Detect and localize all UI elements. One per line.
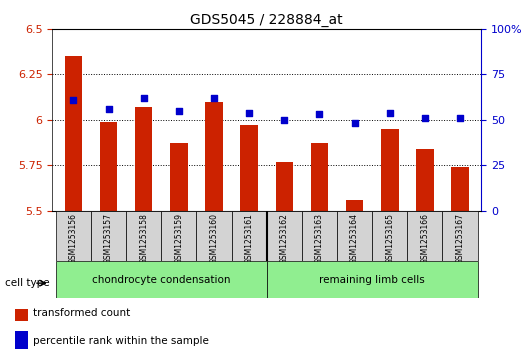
FancyBboxPatch shape <box>56 261 267 298</box>
Text: GSM1253165: GSM1253165 <box>385 213 394 264</box>
FancyBboxPatch shape <box>56 211 91 261</box>
FancyBboxPatch shape <box>267 211 302 261</box>
Point <box>456 115 464 121</box>
Point <box>315 111 324 117</box>
Point <box>140 95 148 101</box>
Point <box>69 97 77 103</box>
Text: GSM1253166: GSM1253166 <box>420 213 429 264</box>
FancyBboxPatch shape <box>161 211 197 261</box>
FancyBboxPatch shape <box>232 211 267 261</box>
Text: GSM1253160: GSM1253160 <box>210 213 219 264</box>
FancyBboxPatch shape <box>267 261 477 298</box>
Bar <box>416 149 434 211</box>
Point <box>420 115 429 121</box>
Bar <box>311 143 328 211</box>
Text: GSM1253161: GSM1253161 <box>245 213 254 264</box>
Point <box>280 117 289 123</box>
Text: GSM1253158: GSM1253158 <box>139 213 148 264</box>
Point <box>105 106 113 112</box>
Bar <box>16 303 28 321</box>
Bar <box>65 56 82 211</box>
Bar <box>205 102 223 211</box>
FancyBboxPatch shape <box>91 211 126 261</box>
Bar <box>16 331 28 349</box>
Title: GDS5045 / 228884_at: GDS5045 / 228884_at <box>190 13 343 26</box>
Text: percentile rank within the sample: percentile rank within the sample <box>33 335 209 346</box>
Bar <box>346 200 363 211</box>
FancyBboxPatch shape <box>372 211 407 261</box>
FancyBboxPatch shape <box>407 211 442 261</box>
Bar <box>451 167 469 211</box>
Text: GSM1253159: GSM1253159 <box>174 213 184 264</box>
Point <box>385 110 394 115</box>
Point <box>350 121 359 126</box>
Text: GSM1253157: GSM1253157 <box>104 213 113 264</box>
Bar <box>241 125 258 211</box>
Text: transformed count: transformed count <box>33 307 130 318</box>
Point <box>245 110 253 115</box>
FancyBboxPatch shape <box>337 211 372 261</box>
Bar <box>170 143 188 211</box>
Text: GSM1253167: GSM1253167 <box>456 213 464 264</box>
Bar <box>135 107 153 211</box>
Text: GSM1253164: GSM1253164 <box>350 213 359 264</box>
FancyBboxPatch shape <box>442 211 477 261</box>
FancyBboxPatch shape <box>197 211 232 261</box>
FancyBboxPatch shape <box>126 211 161 261</box>
Text: GSM1253156: GSM1253156 <box>69 213 78 264</box>
Text: GSM1253162: GSM1253162 <box>280 213 289 264</box>
Text: cell type: cell type <box>5 278 50 288</box>
Bar <box>381 129 399 211</box>
Text: chondrocyte condensation: chondrocyte condensation <box>92 274 231 285</box>
Bar <box>276 162 293 211</box>
Text: GSM1253163: GSM1253163 <box>315 213 324 264</box>
Text: remaining limb cells: remaining limb cells <box>320 274 425 285</box>
Point <box>210 95 218 101</box>
Point <box>175 108 183 114</box>
FancyBboxPatch shape <box>302 211 337 261</box>
Bar <box>100 122 117 211</box>
